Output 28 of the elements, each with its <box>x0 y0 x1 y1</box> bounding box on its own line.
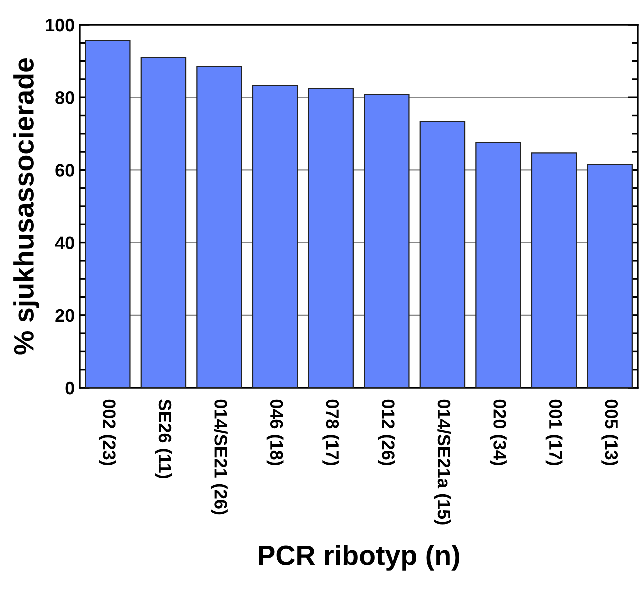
bar <box>308 88 354 388</box>
x-tick-label: 078 (17) <box>322 400 340 466</box>
bar <box>252 85 298 388</box>
x-tick-label: 001 (17) <box>546 400 563 466</box>
bar <box>420 121 466 388</box>
y-axis-title: % sjukhusassocierade <box>14 58 40 355</box>
bar <box>531 152 578 388</box>
bar <box>140 57 187 388</box>
x-tick-label: 005 (13) <box>602 400 619 466</box>
y-tick-label: 0 <box>66 382 74 395</box>
x-axis-title: PCR ribotyp (n) <box>259 545 460 571</box>
x-tick-label: 020 (34) <box>490 400 507 466</box>
x-tick-label: 046 (18) <box>266 400 284 466</box>
bar <box>587 164 633 388</box>
x-tick-label: 012 (26) <box>378 400 396 466</box>
bar <box>85 40 131 388</box>
y-tick-label: 40 <box>55 236 74 250</box>
y-tick-label: 100 <box>46 18 74 32</box>
y-tick-label: 60 <box>56 164 74 177</box>
x-tick-label: 014/SE21 (26) <box>211 400 228 515</box>
y-tick-label: 20 <box>56 309 74 322</box>
y-tick-label: 80 <box>56 92 74 104</box>
bar <box>364 94 410 388</box>
x-tick-label: SE26 (11) <box>155 400 172 479</box>
x-tick-label: 002 (23) <box>99 400 116 466</box>
bar <box>476 142 522 388</box>
bar <box>196 66 242 388</box>
x-tick-label: 014/SE21a (15) <box>434 400 452 525</box>
